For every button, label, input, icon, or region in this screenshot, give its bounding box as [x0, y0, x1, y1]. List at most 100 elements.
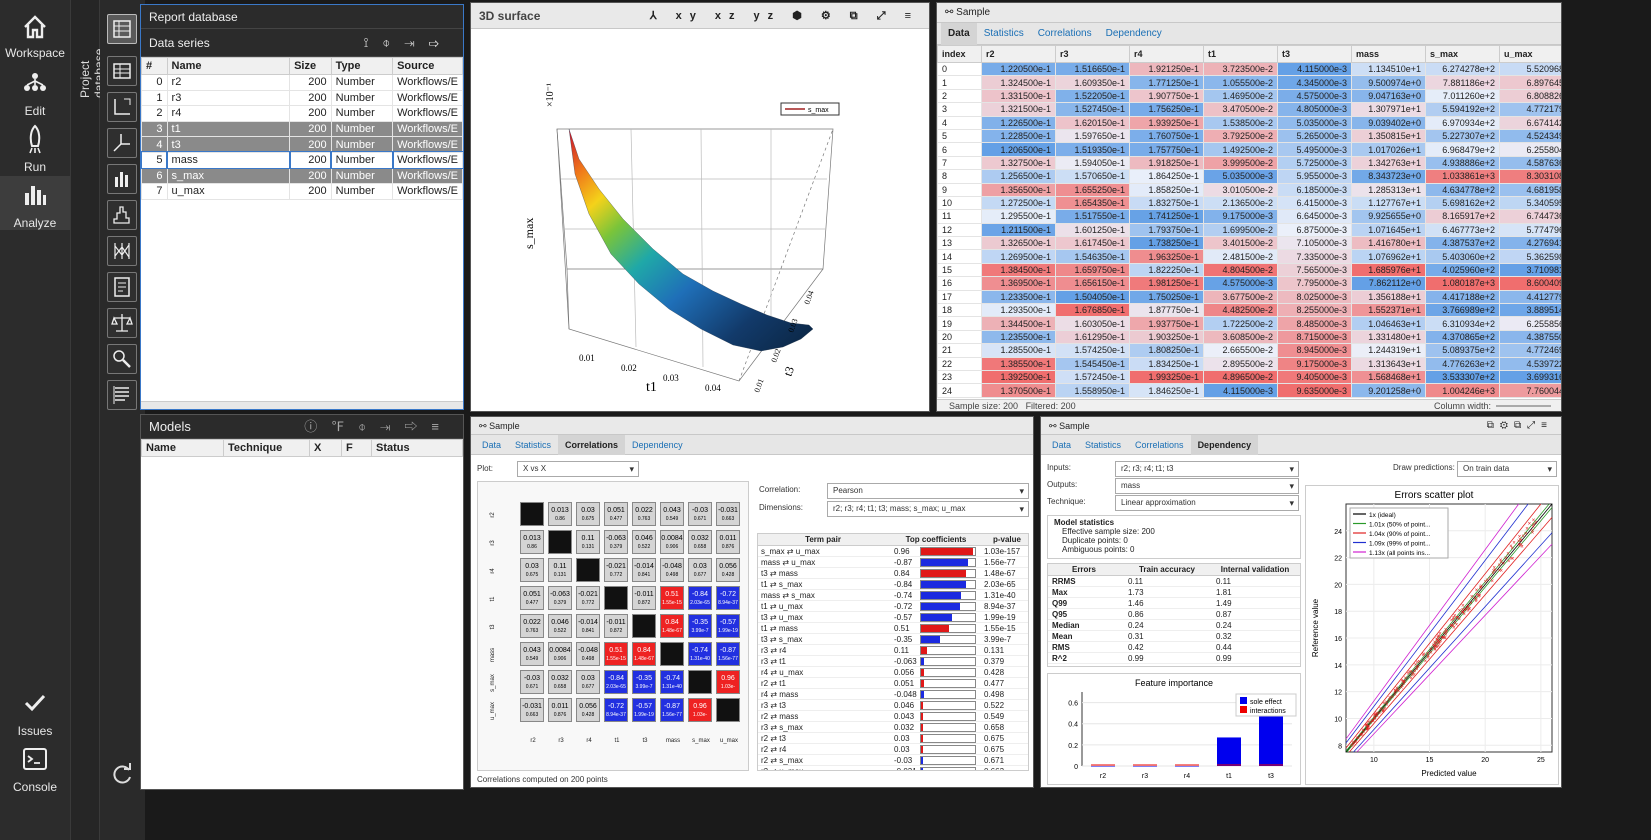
- table-row[interactable]: 17 1.233500e-1 1.504050e-1 1.750250e-1 3.677…: [937, 289, 1561, 305]
- table-row[interactable]: 15 1.384500e-1 1.659750e-1 1.822250e-1 4.804…: [937, 262, 1561, 278]
- corr-cell[interactable]: 0.03 0.675: [576, 502, 600, 526]
- table-row[interactable]: 11 1.295500e-1 1.517550e-1 1.741250e-1 9.175…: [937, 209, 1561, 224]
- corr-cell[interactable]: 0.046 0.522: [632, 530, 656, 554]
- data-table-tool[interactable]: [107, 56, 137, 86]
- corr-cell[interactable]: -0.063 0.379: [604, 530, 628, 554]
- plot-select[interactable]: X vs X: [517, 461, 639, 477]
- sidebar-item-analyze[interactable]: Analyze: [0, 176, 70, 230]
- histogram-cell[interactable]: [688, 670, 712, 694]
- table-row[interactable]: 1 1.324500e-1 1.609350e-1 1.771250e-1 1.0555…: [937, 75, 1561, 90]
- 2d-plot-tool[interactable]: [107, 92, 137, 122]
- col-header[interactable]: Size: [289, 57, 332, 75]
- tab-correlations[interactable]: Correlations: [558, 435, 626, 455]
- col-header[interactable]: r2: [981, 45, 1056, 63]
- report-tool[interactable]: [107, 272, 137, 302]
- col-header[interactable]: Name: [141, 439, 224, 457]
- tab-statistics[interactable]: Statistics: [1085, 440, 1122, 450]
- pair-row[interactable]: t1 ⇄ s_max -0.84 2.03e-65: [758, 579, 1028, 590]
- corr-cell[interactable]: 0.96 1.03e-157: [716, 670, 740, 694]
- col-header[interactable]: Source: [392, 57, 463, 75]
- corr-cell[interactable]: 0.043 0.549: [520, 642, 544, 666]
- correlation-matrix[interactable]: r2 0.013 0.86 0.03 0.675 0.051 0.477 0.022 0.763…: [477, 481, 749, 771]
- corr-cell[interactable]: -0.031 0.663: [520, 698, 544, 722]
- corr-cell[interactable]: 0.013 0.86: [520, 530, 544, 554]
- pair-row[interactable]: r3 ⇄ r4 0.11 0.131: [758, 645, 1028, 656]
- table-row[interactable]: 3 1.321500e-1 1.527450e-1 1.756250e-1 3.4705…: [937, 102, 1561, 117]
- corr-cell[interactable]: -0.011 0.872: [604, 614, 628, 638]
- table-row[interactable]: 13 1.326500e-1 1.617450e-1 1.738250e-1 3.401…: [937, 236, 1561, 251]
- table-row[interactable]: 5 mass 200 Number Workflows/E: [141, 151, 463, 170]
- dimensions-select[interactable]: r2; r3; r4; t1; t3; mass; s_max; u_max: [827, 501, 1029, 517]
- compare-tool[interactable]: [107, 308, 137, 338]
- pair-row[interactable]: r2 ⇄ mass 0.043 0.549: [758, 711, 1028, 722]
- corr-cell[interactable]: -0.031 0.663: [716, 502, 740, 526]
- series-toolbar-icons[interactable]: ⟟⌽⇥⇨: [363, 35, 453, 50]
- table-row[interactable]: 10 1.272500e-1 1.654350e-1 1.832750e-1 2.136…: [937, 195, 1561, 211]
- corr-cell[interactable]: 0.11 0.131: [548, 558, 572, 582]
- table-row[interactable]: 5 1.228500e-1 1.597650e-1 1.760750e-1 3.7925…: [937, 128, 1561, 144]
- pair-row[interactable]: s_max ⇄ u_max 0.96 1.03e-157: [758, 546, 1028, 557]
- col-header[interactable]: X: [309, 439, 342, 457]
- corr-cell[interactable]: -0.87 1.56e-77: [716, 642, 740, 666]
- histogram-cell[interactable]: [548, 530, 572, 554]
- table-row[interactable]: 4 1.226500e-1 1.620150e-1 1.939250e-1 1.5385…: [937, 115, 1561, 130]
- pair-row[interactable]: r3 ⇄ s_max 0.032 0.658: [758, 722, 1028, 733]
- histogram-cell[interactable]: [716, 698, 740, 722]
- table-row[interactable]: 24 1.370500e-1 1.558950e-1 1.846250e-1 4.115…: [937, 383, 1561, 398]
- table-row[interactable]: 2 r4 200 Number Workflows/E: [141, 105, 463, 122]
- inputs-select[interactable]: r2; r3; r4; t1; t3: [1115, 461, 1299, 477]
- corr-cell[interactable]: 0.011 0.876: [548, 698, 572, 722]
- col-header[interactable]: Train accuracy: [1138, 565, 1196, 574]
- corr-cell[interactable]: 0.51 1.55e-15: [604, 642, 628, 666]
- corr-cell[interactable]: -0.014 0.841: [632, 558, 656, 582]
- sidebar-item-issues[interactable]: Issues: [0, 684, 70, 742]
- log-tool[interactable]: [107, 380, 137, 410]
- corr-cell[interactable]: 0.03 0.675: [520, 558, 544, 582]
- col-header[interactable]: u_max: [1499, 45, 1561, 63]
- corr-cell[interactable]: 0.056 0.428: [576, 698, 600, 722]
- corr-cell[interactable]: -0.84 2.03e-65: [688, 586, 712, 610]
- corr-cell[interactable]: -0.74 1.31e-40: [688, 642, 712, 666]
- table-row[interactable]: 19 1.344500e-1 1.603050e-1 1.937750e-1 1.722…: [937, 316, 1561, 331]
- pair-row[interactable]: t3 ⇄ u_max -0.57 1.99e-19: [758, 612, 1028, 623]
- col-header[interactable]: r4: [1129, 45, 1204, 63]
- pair-row[interactable]: mass ⇄ u_max -0.87 1.56e-77: [758, 557, 1028, 568]
- col-header[interactable]: s_max: [1425, 45, 1500, 63]
- pair-row[interactable]: r2 ⇄ r4 0.03 0.675: [758, 744, 1028, 755]
- table-row[interactable]: 16 1.369500e-1 1.656150e-1 1.981250e-1 4.575…: [937, 276, 1561, 291]
- tab-statistics[interactable]: Statistics: [515, 440, 552, 450]
- histogram-cell[interactable]: [660, 642, 684, 666]
- corr-cell[interactable]: 0.032 0.658: [688, 530, 712, 554]
- column-width-slider[interactable]: [1496, 405, 1551, 407]
- tab-dependency[interactable]: Dependency: [632, 440, 683, 450]
- corr-cell[interactable]: 0.03 0.677: [688, 558, 712, 582]
- corr-cell[interactable]: 0.056 0.428: [716, 558, 740, 582]
- col-header[interactable]: Top coefficients: [905, 535, 967, 544]
- table-row[interactable]: 1 r3 200 Number Workflows/E: [141, 89, 463, 107]
- sidebar-item-workspace[interactable]: Workspace: [0, 6, 70, 64]
- corr-cell[interactable]: 0.0084 0.906: [660, 530, 684, 554]
- corr-cell[interactable]: -0.063 0.379: [548, 586, 572, 610]
- corr-cell[interactable]: -0.84 2.03e-65: [604, 670, 628, 694]
- corr-cell[interactable]: -0.03 0.671: [520, 670, 544, 694]
- corr-cell[interactable]: 0.51 1.55e-15: [660, 586, 684, 610]
- tab-dependency[interactable]: Dependency: [1190, 435, 1259, 455]
- table-row[interactable]: 23 1.392500e-1 1.572450e-1 1.993250e-1 4.896…: [937, 369, 1561, 385]
- corr-cell[interactable]: -0.57 1.99e-19: [632, 698, 656, 722]
- table-row[interactable]: 6 1.206500e-1 1.519350e-1 1.757750e-1 1.4925…: [937, 142, 1561, 157]
- corr-cell[interactable]: -0.57 1.99e-19: [716, 614, 740, 638]
- corr-cell[interactable]: -0.011 0.872: [632, 586, 656, 610]
- corr-cell[interactable]: 0.051 0.477: [604, 502, 628, 526]
- corr-cell[interactable]: -0.014 0.841: [576, 614, 600, 638]
- bar-chart-tool[interactable]: [107, 164, 137, 194]
- corr-cell[interactable]: -0.35 3.99e-7: [632, 670, 656, 694]
- corr-cell[interactable]: 0.022 0.763: [520, 614, 544, 638]
- sidebar-item-edit[interactable]: Edit: [0, 64, 70, 122]
- corr-cell[interactable]: -0.74 1.31e-40: [660, 670, 684, 694]
- corr-cell[interactable]: 0.0084 0.906: [548, 642, 572, 666]
- col-header[interactable]: index: [937, 45, 982, 63]
- pair-row[interactable]: r2 ⇄ s_max -0.03 0.671: [758, 755, 1028, 766]
- table-row[interactable]: 20 1.235500e-1 1.612950e-1 1.903250e-1 3.608…: [937, 329, 1561, 345]
- pair-row[interactable]: t3 ⇄ mass 0.84 1.48e-67: [758, 568, 1028, 579]
- corr-cell[interactable]: 0.11 0.131: [576, 530, 600, 554]
